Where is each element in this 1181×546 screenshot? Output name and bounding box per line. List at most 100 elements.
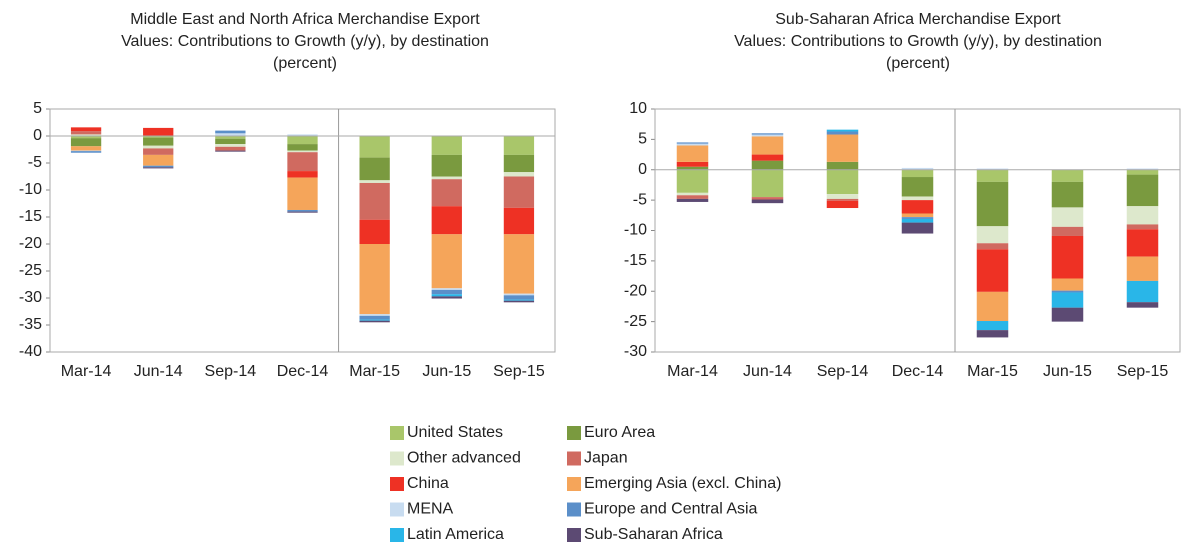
bar-segment <box>901 177 934 197</box>
bar-segment <box>1051 290 1084 293</box>
chart-title: Sub-Saharan Africa Merchandise Export <box>775 11 1061 28</box>
bar-segment <box>70 131 102 135</box>
bar-segment <box>431 294 462 297</box>
bar-segment <box>143 165 174 168</box>
bar-segment <box>359 219 390 244</box>
bar-segment <box>215 146 246 151</box>
legend-label: Latin America <box>407 526 504 543</box>
bar-segment <box>359 180 390 183</box>
bar-segment <box>359 314 390 316</box>
bar-segment <box>1051 226 1084 236</box>
bar-segment <box>676 145 709 162</box>
legend-label: China <box>407 475 449 492</box>
bar-segment <box>287 171 318 178</box>
x-tick-label: Jun-15 <box>422 363 471 380</box>
bar-segment <box>503 207 535 235</box>
bar-segment <box>1051 169 1084 182</box>
legend-label: Europe and Central Asia <box>584 501 758 518</box>
bar-segment <box>1051 292 1084 308</box>
bar-segment <box>215 144 246 147</box>
bar-segment <box>503 293 535 296</box>
bar-segment <box>431 176 462 180</box>
y-tick-label: -5 <box>28 154 42 171</box>
y-tick-label: 0 <box>638 161 647 178</box>
bar-segment <box>70 136 102 139</box>
legend-label: Sub-Saharan Africa <box>584 526 723 543</box>
bar-segment <box>976 291 1009 322</box>
bar-segment <box>359 136 390 158</box>
legend-label: United States <box>407 424 503 441</box>
bar-segment <box>431 289 462 295</box>
x-tick-label: Mar-15 <box>967 363 1018 380</box>
bar-segment <box>976 330 1009 338</box>
bar-segment <box>751 134 784 137</box>
bar-segment <box>751 199 784 204</box>
legend-swatch <box>567 477 581 491</box>
bar-segment <box>143 154 174 166</box>
bar-segment <box>751 197 784 200</box>
legend-swatch <box>390 477 404 491</box>
bar-segment <box>1051 278 1084 291</box>
bar-segment <box>431 154 462 177</box>
bar-segment <box>1126 229 1159 257</box>
x-tick-label: Mar-15 <box>349 363 400 380</box>
bar-segment <box>215 133 246 136</box>
bar-segment <box>287 144 318 151</box>
bar-segment <box>359 157 390 181</box>
bar-segment <box>826 169 859 195</box>
bar-segment <box>1126 280 1159 303</box>
y-tick-label: -10 <box>624 222 647 239</box>
bar-segment <box>287 177 318 210</box>
y-tick-label: -25 <box>19 262 42 279</box>
bar-segment <box>431 296 462 299</box>
y-tick-label: 5 <box>638 131 647 148</box>
bar-segment <box>976 169 1009 182</box>
bar-segment <box>826 129 859 132</box>
bar-segment <box>503 176 535 208</box>
legend-swatch <box>567 528 581 542</box>
legend-swatch <box>567 502 581 517</box>
y-tick-label: 10 <box>629 100 647 117</box>
bar-segment <box>143 136 174 138</box>
x-tick-label: Jun-14 <box>134 363 183 380</box>
bar-segment <box>287 152 318 172</box>
legend-swatch <box>390 451 404 466</box>
y-tick-label: -30 <box>19 289 42 306</box>
bar-segment <box>901 218 934 223</box>
bar-segment <box>976 321 1009 331</box>
bar-segment <box>215 150 246 152</box>
bar-segment <box>676 169 709 193</box>
chart-title: Middle East and North Africa Merchandise… <box>130 11 480 28</box>
x-tick-label: Jun-14 <box>743 363 792 380</box>
bar-segment <box>751 169 784 198</box>
bar-segment <box>431 288 462 290</box>
bar-segment <box>431 179 462 207</box>
bar-segment <box>215 138 246 145</box>
x-tick-label: Dec-14 <box>277 363 329 380</box>
bar-segment <box>676 166 709 170</box>
bar-segment <box>503 300 535 303</box>
bar-segment <box>70 150 102 152</box>
bar-segment <box>901 200 934 214</box>
bar-segment <box>676 192 709 196</box>
bar-segment <box>901 213 934 218</box>
bar-segment <box>1126 169 1159 175</box>
bar-segment <box>1126 224 1159 230</box>
legend-swatch <box>390 502 404 517</box>
bar-segment <box>431 234 462 289</box>
bar-segment <box>143 127 174 136</box>
x-tick-label: Dec-14 <box>892 363 944 380</box>
bar-segment <box>976 168 1009 170</box>
y-tick-label: 5 <box>33 100 42 117</box>
bar-segment <box>215 136 246 139</box>
bar-segment <box>1051 207 1084 227</box>
bar-segment <box>676 161 709 167</box>
x-tick-label: Mar-14 <box>667 363 718 380</box>
bar-segment <box>70 146 102 151</box>
bar-segment <box>503 234 535 294</box>
x-tick-label: Mar-14 <box>61 363 112 380</box>
legend-swatch <box>567 426 581 440</box>
bar-segment <box>826 134 859 162</box>
bar-segment <box>751 136 784 155</box>
y-tick-label: -15 <box>624 252 647 269</box>
